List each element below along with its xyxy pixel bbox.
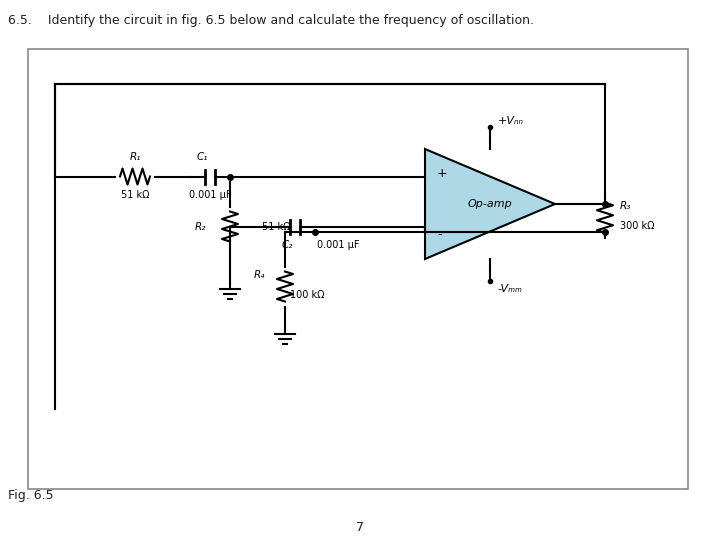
Text: 300 kΩ: 300 kΩ — [620, 221, 654, 231]
Polygon shape — [425, 149, 555, 259]
Text: R₃: R₃ — [620, 201, 631, 211]
Text: Fig. 6.5: Fig. 6.5 — [8, 489, 54, 502]
Text: -: - — [437, 228, 441, 241]
Text: C₂: C₂ — [281, 240, 293, 250]
Text: 51 kΩ: 51 kΩ — [121, 190, 150, 201]
Text: +Vₙₙ: +Vₙₙ — [498, 116, 524, 126]
Text: -Vₘₘ: -Vₘₘ — [498, 284, 523, 294]
Text: 100 kΩ: 100 kΩ — [290, 289, 324, 300]
Text: 0.001 μF: 0.001 μF — [189, 190, 232, 201]
Text: R₂: R₂ — [194, 221, 206, 232]
Text: R₄: R₄ — [254, 269, 265, 280]
FancyBboxPatch shape — [28, 49, 688, 489]
Text: 51 kΩ: 51 kΩ — [262, 221, 290, 232]
Text: Op-amp: Op-amp — [467, 199, 513, 209]
Text: +: + — [437, 167, 448, 180]
Text: 7: 7 — [356, 521, 364, 534]
Text: C₁: C₁ — [196, 152, 208, 163]
Text: R₁: R₁ — [129, 152, 141, 163]
Text: 6.5.    Identify the circuit in fig. 6.5 below and calculate the frequency of os: 6.5. Identify the circuit in fig. 6.5 be… — [8, 14, 534, 27]
Text: 0.001 μF: 0.001 μF — [317, 240, 360, 250]
